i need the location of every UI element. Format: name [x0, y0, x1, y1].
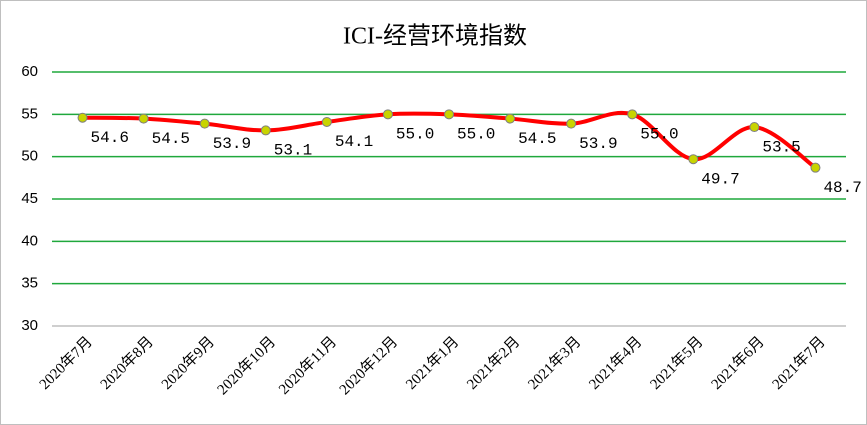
value-label: 53.9 [213, 135, 251, 153]
value-label: 55.0 [640, 126, 678, 144]
y-tick-label: 60 [21, 63, 38, 80]
value-label: 53.9 [579, 135, 617, 153]
y-tick-label: 50 [21, 148, 38, 165]
marker [382, 109, 393, 120]
marker [321, 116, 332, 127]
value-label: 48.7 [823, 179, 861, 197]
marker [260, 125, 271, 136]
value-label: 54.5 [518, 130, 556, 148]
value-label: 49.7 [701, 170, 739, 188]
marker [566, 118, 577, 129]
y-tick-label: 30 [21, 317, 38, 334]
value-label: 55.0 [457, 126, 495, 144]
marker [810, 162, 821, 173]
y-tick-label: 40 [21, 232, 38, 249]
marker [77, 112, 88, 123]
value-label: 54.1 [335, 133, 373, 151]
marker [749, 122, 760, 133]
marker [138, 113, 149, 124]
y-tick-label: 35 [21, 275, 38, 292]
value-label: 53.5 [762, 138, 800, 156]
value-label: 53.1 [274, 142, 312, 160]
marker [199, 118, 210, 129]
marker [505, 113, 516, 124]
y-tick-label: 45 [21, 190, 38, 207]
marker [688, 154, 699, 165]
chart-title: ICI-经营环境指数 [343, 23, 527, 50]
value-label: 54.6 [91, 129, 129, 147]
marker [627, 109, 638, 120]
value-label: 54.5 [152, 130, 190, 148]
value-label: 55.0 [396, 126, 434, 144]
marker [444, 109, 454, 120]
y-tick-label: 55 [21, 105, 38, 122]
